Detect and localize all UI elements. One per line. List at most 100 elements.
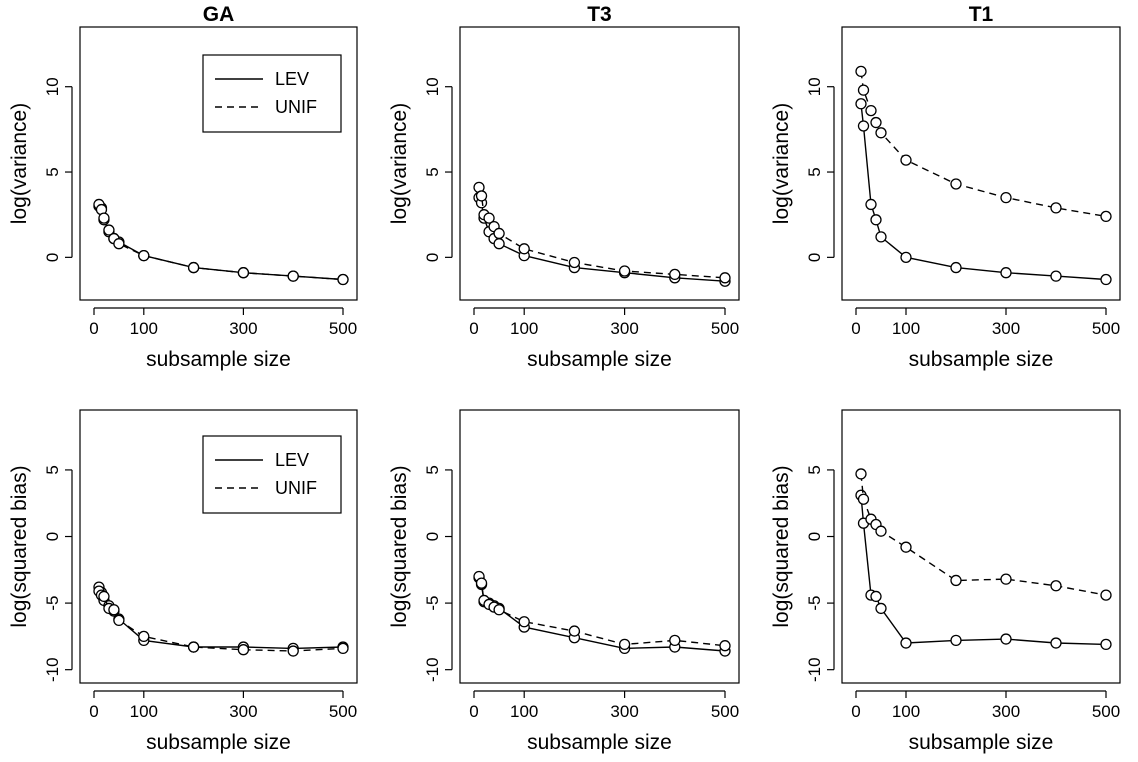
series-line-unif — [860, 473, 1107, 596]
series-line-lev — [98, 205, 344, 281]
data-point-unif — [875, 525, 887, 537]
data-point-unif — [113, 238, 125, 250]
data-point-unif — [855, 65, 867, 78]
panel-1: GA 0 100 300 500 subsample size 0 5 10 log(varian… — [8, 3, 358, 371]
data-point-unif — [1100, 210, 1112, 223]
x-tick-label: 500 — [329, 702, 357, 721]
y-tick-label: 5 — [423, 167, 442, 176]
data-point-lev — [1050, 270, 1062, 282]
x-tick-label: 0 — [851, 702, 860, 721]
data-point-unif — [108, 604, 120, 616]
plot-frame — [841, 26, 1121, 301]
data-point-unif — [669, 634, 681, 647]
x-tick-label: 0 — [469, 702, 478, 721]
series-line-lev — [860, 103, 1107, 281]
data-point-unif — [1050, 202, 1062, 214]
legend: LEV UNIF — [202, 435, 342, 514]
y-axis-label: log(variance) — [770, 103, 793, 224]
y-tick-label: -10 — [423, 657, 442, 682]
x-axis-label: subsample size — [527, 731, 672, 754]
data-point-unif — [568, 256, 581, 269]
y-tick-label: 0 — [805, 532, 824, 541]
data-point-unif — [950, 574, 962, 587]
x-tick-label: 300 — [229, 319, 257, 338]
data-point-unif — [187, 261, 200, 274]
x-tick-label: 300 — [229, 702, 257, 721]
legend-box — [202, 435, 342, 514]
y-tick-label: 5 — [43, 465, 62, 474]
x-tick-label: 100 — [892, 319, 920, 338]
panel-2: T3 0 100 300 500 subsample size 0 5 10 log(varian… — [388, 3, 740, 371]
y-axis-label: log(variance) — [388, 103, 411, 224]
series-line-unif — [478, 576, 726, 647]
data-point-unif — [337, 642, 349, 655]
x-tick-label: 300 — [610, 702, 638, 721]
legend-label: LEV — [275, 450, 309, 470]
data-point-unif — [669, 268, 681, 281]
panel-3: T1 0 100 300 500 subsample size 0 5 10 log(varian… — [770, 3, 1121, 371]
data-point-unif — [483, 212, 495, 224]
y-axis-label: log(squared bias) — [388, 465, 411, 627]
plot-frame — [79, 409, 358, 684]
y-tick-label: 0 — [423, 532, 442, 541]
x-axis-label: subsample size — [146, 731, 291, 754]
data-point-lev — [493, 238, 505, 250]
plot-frame — [79, 26, 358, 301]
panel-5: 0 100 300 500 subsample size -10 -5 0 5 log(squar… — [388, 409, 740, 754]
y-tick-label: 0 — [43, 532, 62, 541]
data-point-lev — [950, 634, 962, 647]
data-point-unif — [113, 614, 125, 627]
data-point-unif — [719, 640, 731, 652]
data-point-unif — [719, 272, 731, 284]
data-point-unif — [618, 265, 631, 277]
data-point-unif — [98, 212, 110, 224]
data-point-unif — [475, 190, 488, 202]
data-point-unif — [518, 243, 530, 255]
x-tick-label: 500 — [711, 319, 739, 338]
legend: LEV UNIF — [202, 54, 342, 133]
panel-title: T1 — [969, 3, 994, 26]
data-point-lev — [855, 98, 867, 110]
data-point-unif — [1100, 589, 1112, 601]
x-axis-label: subsample size — [146, 348, 291, 371]
series-line-lev — [860, 495, 1107, 646]
legend-box — [202, 54, 342, 133]
y-tick-label: 5 — [805, 465, 824, 474]
data-point-lev — [1050, 637, 1062, 649]
data-point-unif — [98, 590, 110, 603]
x-tick-label: 100 — [130, 702, 158, 721]
y-tick-label: 0 — [805, 253, 824, 262]
panel-6: 0 100 300 500 subsample size -10 -5 0 5 log(squar… — [770, 409, 1121, 754]
data-point-unif — [287, 270, 299, 282]
data-point-lev — [865, 198, 877, 211]
data-point-unif — [493, 604, 505, 616]
x-tick-label: 100 — [130, 319, 158, 338]
data-point-lev — [875, 602, 887, 615]
x-tick-label: 0 — [469, 319, 478, 338]
x-tick-label: 0 — [89, 702, 98, 721]
y-tick-label: -10 — [43, 657, 62, 682]
data-point-unif — [900, 154, 912, 166]
data-point-unif — [950, 178, 962, 190]
data-point-unif — [518, 616, 530, 628]
y-tick-label: -5 — [423, 596, 442, 611]
data-point-unif — [493, 227, 505, 240]
data-point-lev — [1100, 638, 1112, 651]
plot-frame — [841, 409, 1121, 684]
data-point-unif — [237, 644, 250, 656]
data-point-lev — [950, 261, 962, 274]
data-point-unif — [855, 468, 867, 480]
series-line-unif — [98, 204, 344, 281]
y-axis-label: log(variance) — [8, 103, 31, 224]
series-line-unif — [98, 590, 344, 652]
x-tick-label: 500 — [711, 702, 739, 721]
y-tick-label: 10 — [43, 77, 62, 96]
data-point-lev — [870, 590, 882, 603]
panel-4: 0 100 300 500 subsample size -10 -5 0 5 log(squar… — [8, 409, 358, 754]
x-tick-label: 100 — [892, 702, 920, 721]
y-tick-label: -5 — [805, 596, 824, 611]
data-point-unif — [618, 638, 631, 651]
data-point-lev — [1000, 633, 1012, 645]
y-tick-label: -10 — [805, 657, 824, 682]
data-point-unif — [138, 630, 150, 643]
